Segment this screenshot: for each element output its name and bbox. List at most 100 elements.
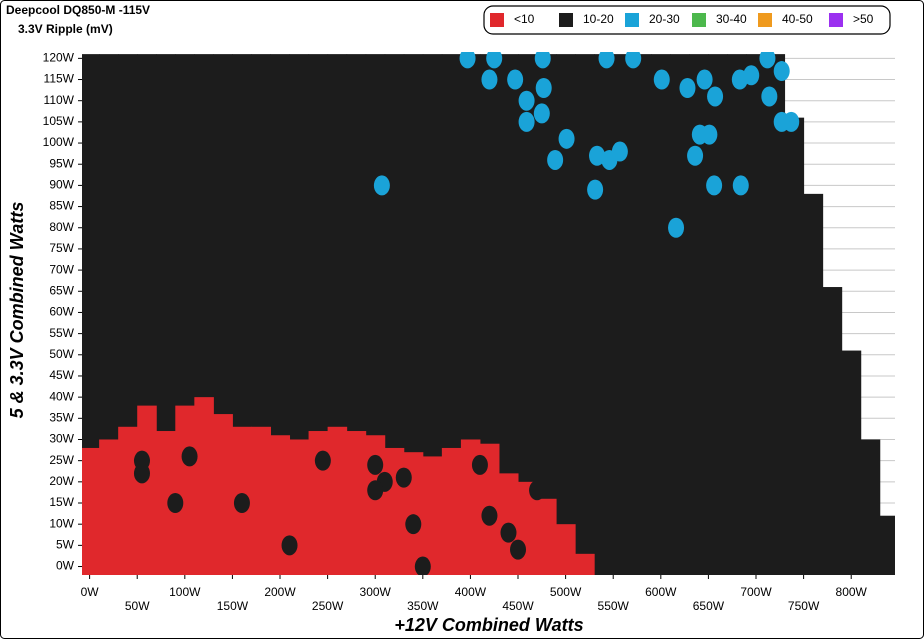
region-cell [422, 54, 443, 575]
y-tick-label: 120W [43, 51, 75, 65]
x-tick-label: 50W [125, 599, 150, 613]
legend-label: >50 [853, 12, 874, 26]
x-tick-label: 350W [407, 599, 439, 613]
spot [481, 69, 498, 90]
x-tick-label: 250W [312, 599, 344, 613]
spot [373, 175, 390, 196]
region-cell [518, 54, 538, 575]
spot [414, 556, 431, 575]
spot [486, 52, 503, 69]
y-tick-label: 95W [49, 156, 74, 170]
spot [405, 514, 422, 535]
spot [233, 493, 250, 514]
region-cell [841, 350, 862, 575]
x-tick-label: 400W [455, 585, 487, 599]
x-tick-label: 300W [360, 585, 392, 599]
legend-label: 20-30 [649, 12, 680, 26]
y-tick-label: 25W [49, 453, 74, 467]
region-cell [156, 431, 176, 575]
spot [529, 480, 546, 501]
spot [510, 539, 527, 560]
region-cell [82, 447, 100, 575]
x-tick-label: 450W [502, 599, 534, 613]
region-cell [651, 54, 671, 575]
legend-swatch [559, 13, 573, 27]
chart-title: Deepcool DQ850-M -115V [6, 3, 150, 17]
spot [500, 522, 517, 543]
x-tick-label: 0W [81, 585, 100, 599]
legend-swatch [625, 13, 639, 27]
region-cell [594, 54, 614, 575]
region-cell [803, 193, 824, 575]
region-cell [575, 54, 595, 575]
y-tick-label: 70W [49, 262, 74, 276]
y-tick-label: 100W [43, 135, 75, 149]
region-cell [575, 553, 595, 575]
y-tick-label: 115W [44, 72, 75, 86]
spot [395, 467, 412, 488]
region-cell [175, 405, 195, 575]
spot [507, 69, 524, 90]
y-tick-label: 105W [43, 114, 75, 128]
spot [701, 124, 718, 145]
spot [367, 480, 384, 501]
y-tick-label: 50W [49, 347, 74, 361]
spot [367, 454, 384, 475]
legend-label: 30-40 [716, 12, 747, 26]
x-tick-label: 700W [740, 585, 772, 599]
y-tick-label: 0W [56, 559, 75, 573]
region-cell [613, 54, 633, 575]
spot [133, 463, 150, 484]
spot [679, 77, 696, 98]
spot [518, 111, 535, 132]
spot [773, 111, 790, 132]
legend-swatch [758, 13, 772, 27]
y-tick-label: 55W [49, 326, 74, 340]
region-cell [822, 287, 843, 575]
region-cell [403, 54, 424, 575]
y-tick-label: 5W [56, 538, 75, 552]
spot [534, 52, 551, 69]
spot [587, 179, 604, 200]
y-tick-label: 80W [49, 220, 74, 234]
region-cell [194, 397, 214, 575]
spot [558, 128, 575, 149]
spot [743, 65, 760, 86]
spot [707, 86, 724, 107]
y-axis-title: 5 & 3.3V Combined Watts [7, 202, 27, 419]
y-tick-label: 65W [49, 283, 74, 297]
x-tick-label: 750W [788, 599, 820, 613]
legend-label: 10-20 [583, 12, 614, 26]
region-cell [556, 524, 576, 575]
spot [598, 52, 615, 69]
x-tick-label: 500W [550, 585, 582, 599]
region-cell [784, 117, 805, 575]
y-tick-label: 10W [49, 516, 74, 530]
region-cell [632, 54, 652, 575]
spot [167, 493, 184, 514]
region-cell [670, 54, 690, 575]
y-tick-label: 30W [49, 432, 74, 446]
spot [547, 149, 564, 170]
chart-subtitle: 3.3V Ripple (mV) [18, 22, 113, 36]
spot [314, 450, 331, 471]
y-tick-label: 75W [49, 241, 74, 255]
y-tick-label: 60W [49, 305, 74, 319]
spot [471, 454, 488, 475]
y-tick-label: 15W [49, 495, 74, 509]
y-tick-label: 20W [49, 474, 74, 488]
y-tick-label: 85W [49, 199, 74, 213]
x-tick-label: 550W [598, 599, 630, 613]
region-cell [879, 515, 895, 575]
axes-layer: 0W 5W 10W 15W 20W 25W 30W 35W 40W 45W 50W 55W 60W 65W… [43, 51, 868, 614]
spot [696, 69, 713, 90]
spot [773, 61, 790, 82]
y-tick-label: 35W [49, 410, 74, 424]
region-cell [82, 54, 100, 575]
region-cell [765, 54, 786, 575]
spot [589, 145, 606, 166]
spot [459, 52, 476, 69]
legend-swatch [490, 13, 504, 27]
y-tick-label: 40W [49, 389, 74, 403]
legend-swatch [692, 13, 706, 27]
